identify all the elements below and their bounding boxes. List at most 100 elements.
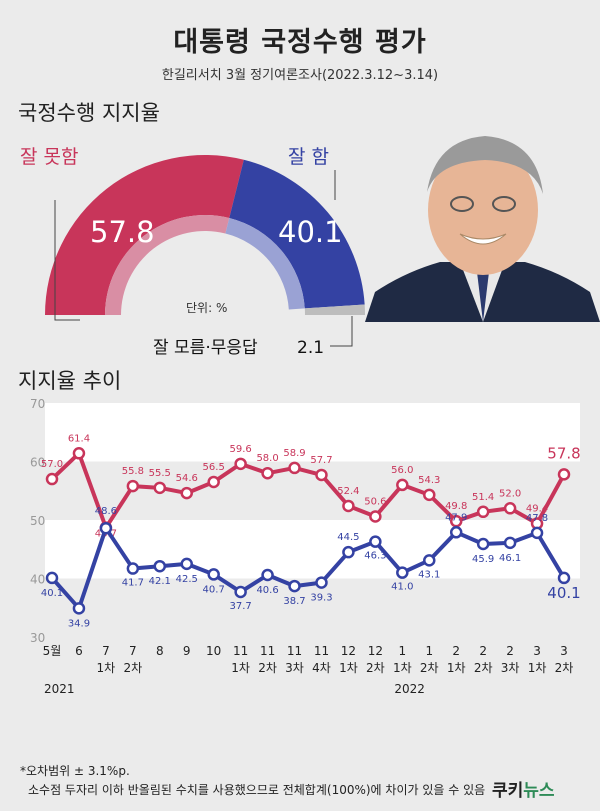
x-tick-label: 2차 xyxy=(123,661,142,675)
data-point xyxy=(396,478,409,492)
data-point xyxy=(288,461,301,475)
data-point xyxy=(126,479,140,493)
approval-gauge: 잘 못함 잘 함 57.8 40.1 단위: % 잘 모름·무응답 2.1 xyxy=(20,146,365,358)
data-label: 49.4 xyxy=(526,504,548,515)
dk-label: 잘 모름·무응답 xyxy=(153,338,258,358)
data-label: 49.8 xyxy=(445,501,467,512)
data-point xyxy=(261,568,274,582)
data-label: 58.0 xyxy=(256,453,278,464)
rounding-note: 소수점 두자리 이하 반올림된 수치를 사용했으므로 전체합계(100%)에 차… xyxy=(28,783,486,797)
good-label: 잘 함 xyxy=(288,146,329,168)
data-point xyxy=(342,545,355,559)
data-point xyxy=(557,571,571,585)
x-tick-label: 10 xyxy=(206,644,221,658)
data-label: 55.5 xyxy=(149,468,171,479)
data-point xyxy=(261,466,274,480)
x-tick-label: 9 xyxy=(183,644,191,658)
data-label: 40.1 xyxy=(41,588,63,599)
data-label: 52.4 xyxy=(337,486,359,497)
grid-band xyxy=(45,578,580,637)
gauge-good-segment xyxy=(229,159,365,309)
data-label: 40.1 xyxy=(547,584,580,602)
data-point xyxy=(180,486,193,500)
data-point xyxy=(72,447,86,460)
tie-shape xyxy=(477,272,489,322)
grid-band xyxy=(45,520,580,579)
data-label: 40.7 xyxy=(203,584,225,595)
data-label: 48.6 xyxy=(95,506,117,517)
data-label: 59.6 xyxy=(229,444,251,455)
margin-of-error-note: *오차범위 ± 3.1%p. xyxy=(20,764,130,778)
x-tick-label: 8 xyxy=(156,644,164,658)
x-tick-label: 1차 xyxy=(393,661,412,675)
data-label: 56.0 xyxy=(391,465,413,476)
data-label: 50.6 xyxy=(364,496,386,507)
data-point xyxy=(449,526,463,539)
x-tick-label: 1차 xyxy=(231,661,250,675)
data-point xyxy=(342,499,355,513)
data-point xyxy=(423,554,436,567)
data-point xyxy=(234,585,247,599)
dk-leader-line xyxy=(330,316,353,347)
data-label: 39.3 xyxy=(310,593,332,604)
survey-subtitle: 한길리서치 3월 정기여론조사(2022.3.12~3.14) xyxy=(161,68,439,83)
x-tick-label: 3차 xyxy=(285,661,304,675)
data-point xyxy=(369,510,382,523)
x-tick-label: 6 xyxy=(75,644,83,658)
data-point xyxy=(72,602,86,615)
x-tick-label: 3 xyxy=(533,644,541,658)
x-tick-label: 2 xyxy=(479,644,487,658)
x-tick-label: 11 xyxy=(314,644,329,658)
data-label: 52.0 xyxy=(499,488,521,499)
data-point xyxy=(180,557,193,571)
x-tick-label: 2차 xyxy=(420,661,439,675)
data-label: 42.1 xyxy=(149,576,171,587)
data-label: 61.4 xyxy=(68,433,90,444)
year-label: 2022 xyxy=(394,682,425,696)
data-label: 51.4 xyxy=(472,492,494,503)
brand-text-a: 쿠키 xyxy=(492,781,524,801)
y-tick-label: 60 xyxy=(30,456,45,470)
data-point xyxy=(530,526,544,540)
brand-text-b: 뉴스 xyxy=(523,781,555,801)
data-label: 40.6 xyxy=(256,585,278,596)
x-tick-label: 2차 xyxy=(555,661,574,675)
data-point xyxy=(503,502,517,515)
data-point xyxy=(153,559,167,573)
y-tick-label: 40 xyxy=(30,573,45,587)
x-tick-label: 1차 xyxy=(339,661,358,675)
x-tick-label: 12 xyxy=(341,644,356,658)
president-photo xyxy=(365,136,600,322)
data-point xyxy=(557,468,571,481)
y-tick-label: 30 xyxy=(30,631,45,645)
data-point xyxy=(99,521,113,535)
data-point xyxy=(476,537,490,551)
bad-label: 잘 못함 xyxy=(20,146,78,168)
gauge-inner-good xyxy=(225,217,305,310)
x-tick-label: 1차 xyxy=(447,661,466,675)
x-tick-label: 3차 xyxy=(501,661,520,675)
glasses-left xyxy=(450,196,474,212)
x-tick-label: 5월 xyxy=(43,644,62,658)
bad-value: 57.8 xyxy=(90,215,155,249)
x-tick-label: 4차 xyxy=(312,661,331,675)
x-tick-label: 12 xyxy=(368,644,383,658)
grid-band xyxy=(45,403,580,462)
x-tick-label: 7 xyxy=(129,644,137,658)
data-point xyxy=(396,566,409,579)
unit-note: 단위: % xyxy=(186,301,227,315)
data-point xyxy=(423,488,436,502)
glasses-right xyxy=(492,196,516,212)
x-tick-label: 11 xyxy=(233,644,248,658)
approval-section-title: 국정수행 지지율 xyxy=(18,101,160,125)
data-label: 55.8 xyxy=(122,466,144,477)
data-label: 41.0 xyxy=(391,582,413,593)
y-tick-label: 50 xyxy=(30,514,45,528)
data-label: 54.6 xyxy=(176,473,198,484)
x-tick-label: 3 xyxy=(560,644,568,658)
data-label: 34.9 xyxy=(68,618,90,629)
data-point xyxy=(45,571,59,585)
data-point xyxy=(126,562,140,575)
x-tick-label: 2차 xyxy=(474,661,493,675)
